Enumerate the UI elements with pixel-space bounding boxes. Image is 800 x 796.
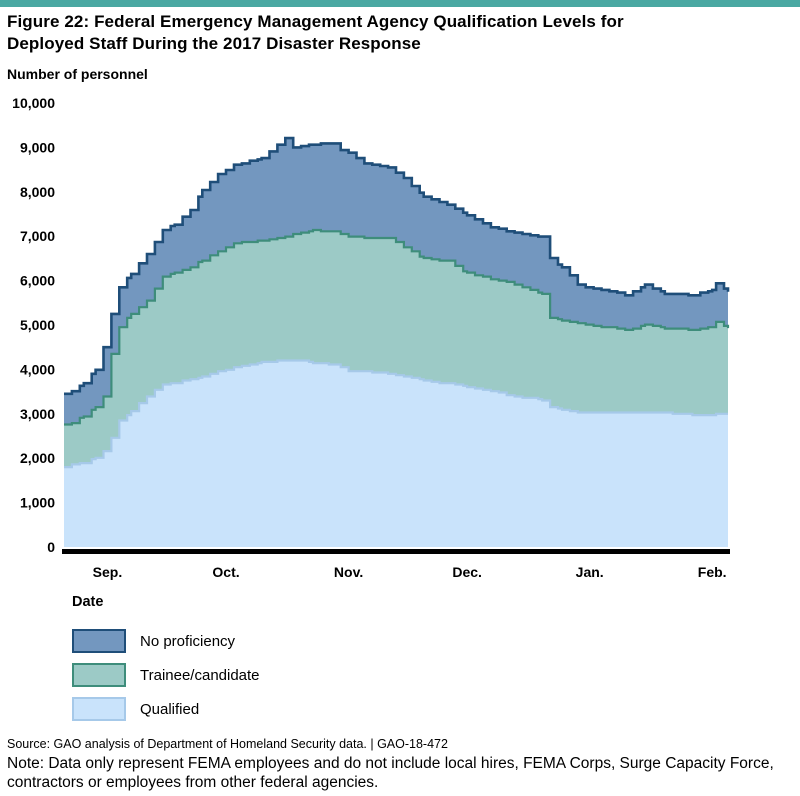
y-tick-label: 1,000 — [20, 495, 55, 511]
x-tick-label: Dec. — [452, 564, 482, 580]
legend-swatch-qualified — [72, 697, 126, 721]
area-qualified — [64, 360, 728, 547]
legend-swatch-trainee-candidate — [72, 663, 126, 687]
boundary-line-qualified — [64, 359, 728, 469]
y-tick-label: 4,000 — [20, 361, 55, 377]
x-tick-label: Feb. — [698, 564, 727, 580]
y-tick-label: 6,000 — [20, 273, 55, 289]
legend-label-qualified: Qualified — [140, 700, 200, 718]
x-axis-line — [62, 549, 730, 554]
figure-title: Figure 22: Federal Emergency Management … — [7, 12, 624, 54]
legend-label-trainee-candidate: Trainee/candidate — [140, 666, 260, 684]
y-tick-label: 10,000 — [12, 95, 55, 111]
y-axis-title: Number of personnel — [7, 66, 148, 82]
boundary-line-no-proficiency — [64, 136, 730, 396]
legend-swatch-no-proficiency — [72, 629, 126, 653]
x-tick-label: Oct. — [212, 564, 239, 580]
x-tick-label: Jan. — [576, 564, 604, 580]
accent-bar — [0, 0, 800, 7]
y-tick-label: 9,000 — [20, 139, 55, 155]
legend-item-no-proficiency: No proficiency — [72, 628, 260, 654]
y-tick-label: 0 — [47, 539, 55, 555]
note-line: Note: Data only represent FEMA employees… — [7, 755, 774, 792]
y-tick-label: 8,000 — [20, 184, 55, 200]
y-tick-label: 7,000 — [20, 228, 55, 244]
legend-item-qualified: Qualified — [72, 696, 260, 722]
legend-label-no-proficiency: No proficiency — [140, 632, 236, 650]
boundary-line-trainee-candidate — [64, 228, 730, 426]
x-tick-label: Sep. — [93, 564, 123, 580]
legend-item-trainee-candidate: Trainee/candidate — [72, 662, 260, 688]
y-tick-label: 5,000 — [20, 317, 55, 333]
chart-area: 10,000 9,000 8,000 7,000 6,000 5,000 4,000 3,00… — [0, 90, 760, 620]
x-axis-title: Date — [72, 594, 103, 610]
stacked-area-chart: 10,000 9,000 8,000 7,000 6,000 5,000 4,000 3,00… — [12, 95, 730, 610]
chart-legend: No proficiency Trainee/candidate Qualified — [72, 628, 260, 730]
area-no-proficiency — [64, 138, 728, 425]
x-tick-label: Nov. — [334, 564, 363, 580]
y-tick-label: 2,000 — [20, 450, 55, 466]
y-tick-label: 3,000 — [20, 406, 55, 422]
source-line: Source: GAO analysis of Department of Ho… — [7, 737, 448, 751]
